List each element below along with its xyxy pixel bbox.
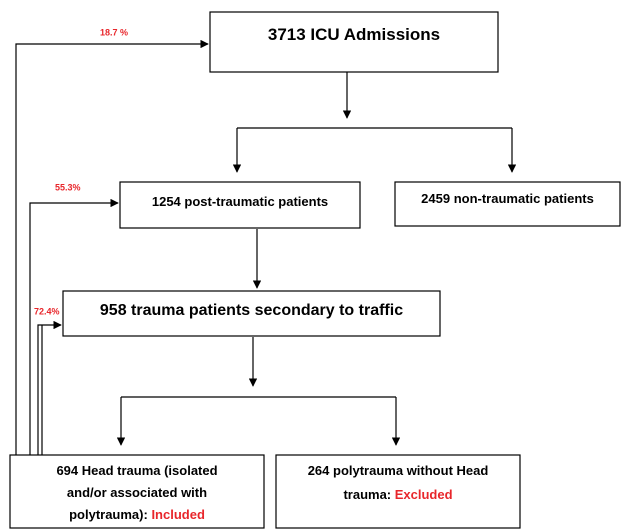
node-line: 1254 post-traumatic patients (152, 194, 328, 209)
node-line: 2459 non-traumatic patients (421, 191, 594, 206)
feedback-arrow (37, 320, 62, 455)
node-text: 2459 non-traumatic patients (421, 191, 594, 206)
node-line: polytrauma): (69, 507, 151, 522)
node-text: 958 trauma patients secondary to traffic (100, 302, 403, 319)
node-text: 694 Head trauma (isolated (56, 463, 217, 478)
node-box (9, 454, 265, 529)
node-line: 958 trauma patients secondary to traffic (100, 302, 403, 319)
node-line: and/or associated with (67, 485, 207, 500)
edge-label: 72.4% (34, 306, 60, 316)
node-text: trauma: Excluded (343, 487, 452, 502)
node-text: polytrauma): Included (69, 507, 205, 522)
node-line: trauma: (343, 487, 394, 502)
edge-label: 55.3% (55, 182, 81, 192)
node-line: 264 polytrauma without Head (308, 463, 489, 478)
feedback-arrow (29, 198, 119, 455)
node-box (209, 11, 499, 73)
nodes: 3713 ICU Admissions 1254 post-traumatic p… (9, 11, 621, 529)
edge-label: 18.7 % (100, 27, 128, 37)
node-box (62, 290, 441, 337)
node-text: 1254 post-traumatic patients (152, 194, 328, 209)
node-box (394, 181, 621, 227)
node-box (119, 181, 361, 229)
node-line: 694 Head trauma (isolated (56, 463, 217, 478)
node-box (275, 454, 521, 529)
connectors (15, 39, 517, 455)
node-text: and/or associated with (67, 485, 207, 500)
node-text: 264 polytrauma without Head (308, 463, 489, 478)
feedback-arrow (15, 39, 209, 455)
node-line: 3713 ICU Admissions (268, 25, 440, 44)
node-status: Included (151, 507, 205, 522)
node-text: 3713 ICU Admissions (268, 25, 440, 44)
node-status: Excluded (395, 487, 453, 502)
